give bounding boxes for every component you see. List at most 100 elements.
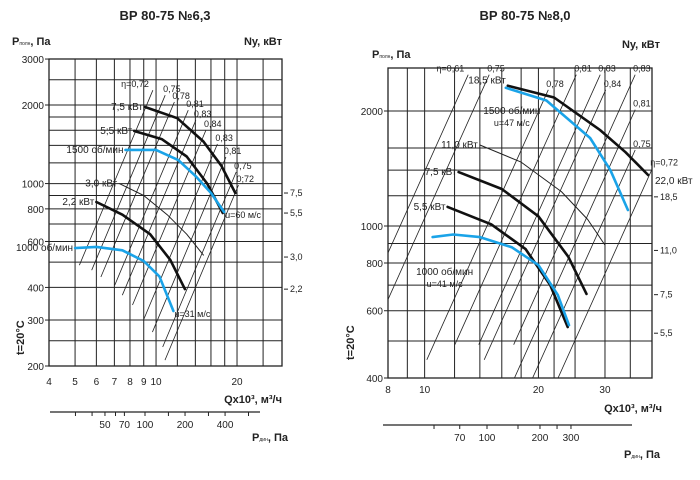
chart-title: ВР 80-75 №8,0 <box>479 8 570 23</box>
x2-label-sub: дин <box>631 454 640 460</box>
speed-label: u=31 м/с <box>174 309 210 319</box>
y-tick-label: 400 <box>27 283 44 294</box>
power-tick-label: 11,0 <box>660 245 677 255</box>
dynamic-pressure-tick-label: 50 <box>99 420 111 431</box>
plot-frame <box>48 58 283 367</box>
efficiency-line <box>478 74 601 345</box>
x-tick-label: 7 <box>112 377 118 388</box>
efficiency-label: η=0,72 <box>121 79 149 89</box>
efficiency-line <box>91 95 166 271</box>
curve-label: 5,5 кВт <box>414 202 446 213</box>
curve-label: 7;5 кВт <box>425 167 457 178</box>
x-tick-label: 5 <box>72 377 78 388</box>
curve-4 <box>457 170 588 296</box>
speed-label: u=60 м/с <box>225 210 261 220</box>
efficiency-line <box>514 109 636 378</box>
curve-label: 5;5 кВт <box>100 126 132 137</box>
power-tick-label: 7,5 <box>660 290 673 300</box>
y-tick-label: 800 <box>366 259 383 270</box>
y-tick-label: 400 <box>366 374 383 385</box>
efficiency-line <box>388 74 490 301</box>
x-tick-label: 10 <box>419 385 431 396</box>
efficiency-line <box>162 171 237 348</box>
y-tick-label: 1000 <box>361 222 384 233</box>
y-label-sub: полн <box>379 54 390 60</box>
dynamic-pressure-tick-label: 70 <box>119 420 131 431</box>
curve-6 <box>73 245 175 313</box>
dynamic-pressure-tick-label: 200 <box>177 420 194 431</box>
y-axis-label: Pполн, Па <box>12 36 51 48</box>
curve-label: 7,5 кВт <box>111 102 143 113</box>
efficiency-label: 0,75 <box>487 64 505 74</box>
y-label-main: P <box>12 36 19 48</box>
efficiency-line <box>79 90 154 266</box>
x2-label-unit: , Па <box>268 432 289 444</box>
curve-4 <box>118 183 204 256</box>
curve-label: 1000 об/мин <box>416 266 473 278</box>
efficiency-line <box>143 143 218 320</box>
efficiency-label: 0,84 <box>604 79 622 89</box>
efficiency-label: 0,75 <box>163 84 181 94</box>
y-tick-label: 2000 <box>361 107 384 118</box>
curve-5 <box>95 200 187 291</box>
curve-label: 3,0 кВт <box>85 179 117 190</box>
x-tick-label: 10 <box>150 377 162 388</box>
y-label-main: P <box>372 49 379 61</box>
plot-frame <box>387 67 653 379</box>
temperature-label: t=20°C <box>345 325 357 360</box>
dynamic-pressure-tick-label: 200 <box>532 433 549 444</box>
power-tick-label: 3,0 <box>290 252 303 262</box>
efficiency-label: 0,83 <box>633 64 651 74</box>
efficiency-label: 0,75 <box>633 139 651 149</box>
curve-label: 1500 об/мин <box>483 105 540 117</box>
y-tick-label: 3000 <box>22 55 45 66</box>
power-tick-label: 18,5 <box>660 192 678 202</box>
efficiency-label: 0,81 <box>633 99 651 109</box>
efficiency-line <box>152 156 227 333</box>
y-tick-label: 200 <box>27 362 44 373</box>
x2-label-main: P <box>624 449 631 461</box>
efficiency-label: 0,84 <box>204 119 222 129</box>
x-tick-label: 20 <box>533 385 545 396</box>
efficiency-line <box>388 74 469 254</box>
efficiency-label: 0,83 <box>215 133 233 143</box>
efficiency-label: 0,81 <box>186 99 204 109</box>
x-tick-label: 4 <box>46 377 52 388</box>
x2-label-unit: , Па <box>640 449 661 461</box>
efficiency-label: 0,83 <box>194 109 212 119</box>
curve-3 <box>124 148 226 214</box>
efficiency-line <box>426 89 549 360</box>
power-tick-label: 5,5 <box>660 328 673 338</box>
speed-label: u=47 м/с <box>494 118 530 128</box>
efficiency-label: η=0,61 <box>436 64 464 74</box>
y-tick-label: 2000 <box>22 101 45 112</box>
curve-label: 1500 об/мин <box>66 144 123 156</box>
efficiency-line <box>532 149 636 378</box>
efficiency-line <box>164 184 239 361</box>
dynamic-pressure-tick-label: 100 <box>137 420 154 431</box>
efficiency-label: 0,81 <box>574 64 592 74</box>
efficiency-label: 0,78 <box>546 79 564 89</box>
dynamic-pressure-tick-label: 300 <box>563 433 580 444</box>
y-tick-label: 600 <box>27 237 44 248</box>
y-tick-label: 600 <box>366 307 383 318</box>
x-axis-label: Qx10³, м³/ч <box>604 403 662 415</box>
dynamic-pressure-tick-label: 400 <box>217 420 234 431</box>
y-tick-label: 1000 <box>22 180 45 191</box>
efficiency-label: 0,78 <box>172 91 190 101</box>
temperature-label: t=20°C <box>15 320 27 355</box>
efficiency-line <box>557 168 652 378</box>
efficiency-label: η=0,72 <box>650 158 678 168</box>
efficiency-line <box>114 110 189 286</box>
power-tick-label: 5,5 <box>290 208 303 218</box>
curve-2 <box>133 129 225 215</box>
efficiency-lines <box>79 90 239 361</box>
curve-1 <box>506 84 650 177</box>
curve-label: 1000 об/мин <box>16 242 73 254</box>
curve-label: 11,0 кВт <box>441 140 478 151</box>
dynamic-pressure-tick-label: 100 <box>479 433 496 444</box>
y-axis-label: Pполн, Па <box>372 49 411 61</box>
efficiency-label: 0,81 <box>224 146 242 156</box>
